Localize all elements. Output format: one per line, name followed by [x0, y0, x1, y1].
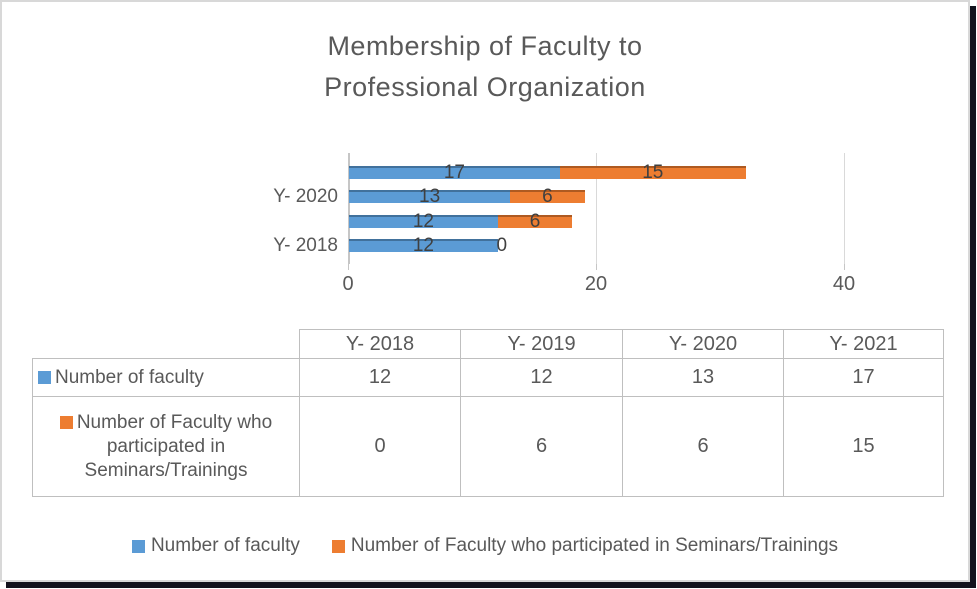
bar-segment-faculty	[349, 215, 498, 228]
bar-data-label: 17	[443, 161, 465, 183]
legend-label: Number of Faculty who participated in Se…	[350, 535, 839, 556]
table-value-cell: 6	[460, 396, 623, 497]
table-row-label: Number of faculty	[32, 358, 300, 397]
bar-segment-seminars	[559, 166, 746, 179]
table-col-header: Y- 2020	[622, 329, 784, 359]
category-axis-label: Y- 2018	[273, 234, 338, 256]
bar-data-label: 6	[542, 185, 553, 207]
bar-segment-faculty	[349, 239, 498, 252]
table-col-header: Y- 2018	[299, 329, 461, 359]
table-value-cell: 0	[299, 396, 461, 497]
table-corner-cell	[32, 329, 300, 359]
category-axis-line	[348, 153, 350, 264]
x-axis-tick-label: 0	[342, 273, 354, 295]
chart-legend: Number of faculty Number of Faculty who p…	[2, 535, 968, 557]
table-value-cell: 12	[460, 358, 623, 397]
series-key-swatch	[59, 415, 73, 429]
chart-title: Membership of Faculty to Professional Or…	[2, 26, 968, 108]
legend-swatch-icon	[131, 539, 145, 553]
bar-segment-seminars	[510, 190, 585, 203]
bar-data-label: 0	[496, 234, 508, 256]
table-col-header: Y- 2021	[783, 329, 944, 359]
bar-data-label: 6	[529, 210, 541, 232]
table-value-cell: 6	[622, 396, 784, 497]
legend-item: Number of Faculty who participated in Se…	[331, 535, 839, 557]
axis-tick	[844, 264, 845, 270]
x-axis-tick-label: 40	[832, 273, 856, 295]
table-value-cell: 15	[783, 396, 944, 497]
table-value-cell: 13	[622, 358, 784, 397]
table-value-cell: 17	[783, 358, 944, 397]
bar-data-label: 13	[419, 185, 441, 207]
category-axis-label: Y- 2020	[273, 185, 338, 207]
bar-segment-faculty	[349, 166, 560, 179]
table-row-label-text: Number of faculty	[55, 366, 204, 388]
bar-segment-seminars	[497, 215, 573, 228]
bar-segment-faculty	[349, 190, 511, 203]
major-gridline	[844, 153, 845, 264]
chart-title-line1: Membership of Faculty to	[327, 31, 643, 61]
table-row-label-text: Number of Faculty who participated in Se…	[76, 411, 273, 481]
table-value-cell: 12	[299, 358, 461, 397]
bar-data-label: 12	[412, 210, 434, 232]
table-col-header: Y- 2019	[460, 329, 623, 359]
plot-area: 0 20 40 17 15 13 6 Y- 2020 12 6 12 0 Y- 2018	[2, 2, 968, 580]
chart-title-line2: Professional Organization	[324, 72, 646, 102]
legend-label: Number of faculty	[150, 535, 300, 556]
bar-data-label: 12	[412, 234, 434, 256]
data-table: Y- 2018 Y- 2019 Y- 2020 Y- 2021 Number of fa…	[32, 329, 944, 497]
legend-swatch-icon	[331, 539, 345, 553]
x-axis-tick-label: 20	[584, 273, 608, 295]
table-row-label: Number of Faculty who participated in Se…	[32, 396, 300, 497]
legend-item: Number of faculty	[131, 535, 300, 557]
major-gridline	[596, 153, 597, 264]
bar-data-label: 15	[642, 161, 664, 183]
axis-tick	[596, 264, 597, 270]
series-key-swatch	[38, 370, 51, 384]
axis-tick	[348, 264, 349, 270]
